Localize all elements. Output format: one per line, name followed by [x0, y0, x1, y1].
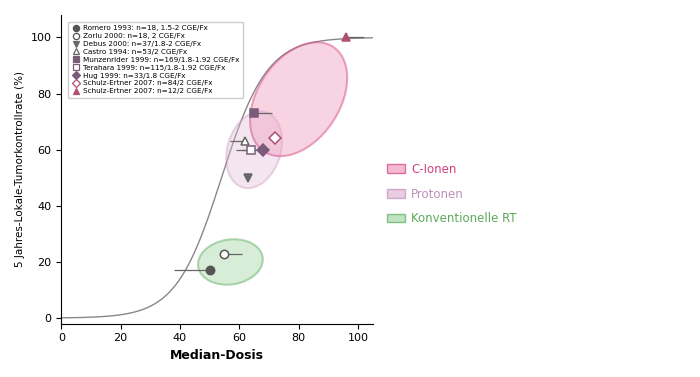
Ellipse shape	[226, 111, 282, 188]
Legend: C-Ionen, Protonen, Konventionelle RT: C-Ionen, Protonen, Konventionelle RT	[382, 158, 522, 230]
Ellipse shape	[198, 239, 262, 285]
X-axis label: Median-Dosis: Median-Dosis	[170, 349, 264, 362]
Ellipse shape	[250, 42, 347, 156]
Y-axis label: 5 Jahres-Lokale-Tumorkontrollrate (%): 5 Jahres-Lokale-Tumorkontrollrate (%)	[15, 71, 25, 267]
